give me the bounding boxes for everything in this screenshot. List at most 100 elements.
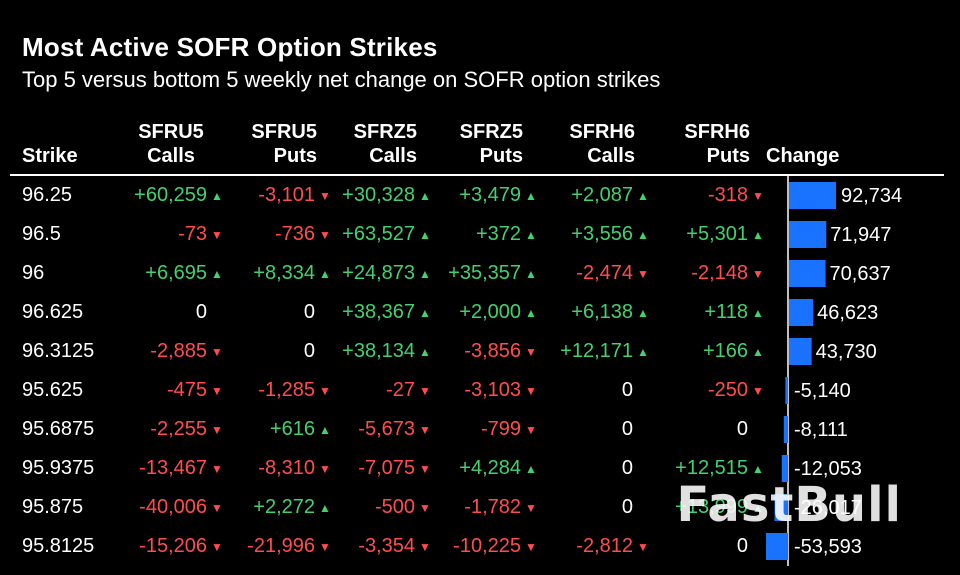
up-arrow-icon: ▲ (419, 267, 431, 281)
change-cell: 70,637 (766, 254, 944, 293)
value-cell: +616 ▲ (225, 410, 333, 449)
header-col-type: Calls (587, 145, 635, 167)
change-bar-svg (787, 293, 814, 332)
table-row: 95.9375 -13,467 ▼ -8,310 ▼ -7,075 ▼ +4,284 ▲ 0 +12… (10, 449, 944, 488)
down-arrow-icon: ▼ (752, 267, 764, 281)
value-text: -3,103 (464, 379, 521, 401)
up-arrow-icon: ▲ (752, 462, 764, 476)
value-cell: +6,138 ▲ (539, 293, 651, 332)
value-text: -1,782 (464, 496, 521, 518)
value-cell: -2,255 ▼ (117, 410, 225, 449)
change-bar-svg (787, 332, 812, 371)
value-text: 0 (621, 457, 633, 479)
header-strike: Strike (22, 145, 78, 167)
value-text: -318 (707, 184, 748, 206)
value-cell: -73 ▼ (117, 215, 225, 254)
value-cell: -1,285 ▼ (225, 371, 333, 410)
header-col-2: SFRZ5 Calls (333, 106, 433, 175)
value-cell: -5,673 ▼ (333, 410, 433, 449)
value-cell: +38,134 ▲ (333, 332, 433, 371)
value-cell: +372 ▲ (433, 215, 539, 254)
change-bar (789, 182, 836, 209)
watermark-logo: FastBull (676, 477, 902, 533)
value-text: -2,474 (576, 262, 633, 284)
change-cell: 46,623 (766, 293, 944, 332)
value-text: -1,285 (258, 379, 315, 401)
up-arrow-icon: ▲ (752, 345, 764, 359)
up-arrow-icon: ▲ (637, 189, 649, 203)
value-text: +12,171 (560, 340, 633, 362)
value-cell: +166 ▲ (651, 332, 766, 371)
value-cell: +60,259 ▲ (117, 175, 225, 215)
change-bar-svg (766, 527, 789, 566)
change-label: 71,947 (830, 224, 892, 246)
change-bar (781, 455, 788, 482)
value-cell: 0 (651, 527, 766, 566)
down-arrow-icon: ▼ (211, 228, 223, 242)
value-cell: -2,148 ▼ (651, 254, 766, 293)
header-col-type: Puts (706, 145, 750, 167)
value-text: +166 (702, 340, 748, 362)
change-label: 46,623 (817, 302, 879, 324)
table-row: 96.3125 -2,885 ▼ 0 +38,134 ▲ -3,856 ▼ +12,171 ▲ +1… (10, 332, 944, 371)
value-cell: -13,467 ▼ (117, 449, 225, 488)
value-cell: +63,527 ▲ (333, 215, 433, 254)
value-text: -73 (178, 223, 207, 245)
change-bar (789, 299, 814, 326)
value-text: -2,148 (691, 262, 748, 284)
down-arrow-icon: ▼ (319, 228, 331, 242)
value-text: -27 (386, 379, 415, 401)
strike-cell: 96.625 (22, 301, 84, 323)
value-cell: -2,812 ▼ (539, 527, 651, 566)
header-col-4: SFRH6 Calls (539, 106, 651, 175)
value-text: +13,999 (675, 496, 748, 518)
value-cell: 0 (539, 488, 651, 527)
change-label: 70,637 (829, 263, 891, 285)
change-label: 92,734 (841, 185, 903, 207)
change-cell: -53,593 (766, 527, 944, 566)
value-text: +30,328 (342, 184, 415, 206)
value-cell: +24,873 ▲ (333, 254, 433, 293)
value-text: -475 (166, 379, 207, 401)
table-row: 95.625 -475 ▼ -1,285 ▼ -27 ▼ -3,103 ▼ 0 -250 ▼ -5,14… (10, 371, 944, 410)
value-text: 0 (621, 379, 633, 401)
value-cell: -3,101 ▼ (225, 175, 333, 215)
value-cell: +2,087 ▲ (539, 175, 651, 215)
change-bar-svg (787, 176, 836, 215)
change-label: 43,730 (815, 341, 877, 363)
value-text: -3,856 (464, 340, 521, 362)
value-text: 0 (303, 301, 315, 323)
value-text: -15,206 (139, 535, 207, 557)
header-col-5: SFRH6 Puts (651, 106, 766, 175)
value-text: +2,272 (253, 496, 315, 518)
change-cell: -8,111 (766, 410, 944, 449)
header-col-ticker: SFRH6 (569, 121, 635, 143)
value-cell: -1,782 ▼ (433, 488, 539, 527)
strike-cell: 96 (22, 262, 45, 284)
down-arrow-icon: ▼ (211, 501, 223, 515)
change-label: -53,593 (794, 536, 862, 558)
value-cell: 0 (225, 332, 333, 371)
strike-cell: 95.6875 (22, 418, 95, 440)
up-arrow-icon: ▲ (525, 189, 537, 203)
header-col-ticker: SFRZ5 (353, 121, 417, 143)
up-arrow-icon: ▲ (752, 228, 764, 242)
table-body: 96.25 +60,259 ▲ -3,101 ▼ +30,328 ▲ +3,479 ▲ +2,08… (10, 175, 944, 566)
header-col-type: Puts (479, 145, 523, 167)
value-text: +35,357 (448, 262, 521, 284)
value-text: -5,673 (358, 418, 415, 440)
up-arrow-icon: ▲ (525, 462, 537, 476)
value-cell: 0 (225, 293, 333, 332)
down-arrow-icon: ▼ (752, 384, 764, 398)
table-row: 96.25 +60,259 ▲ -3,101 ▼ +30,328 ▲ +3,479 ▲ +2,08… (10, 175, 944, 215)
down-arrow-icon: ▼ (319, 462, 331, 476)
header-col-ticker: SFRH6 (684, 121, 750, 143)
value-cell: -475 ▼ (117, 371, 225, 410)
up-arrow-icon: ▲ (525, 228, 537, 242)
value-cell: -40,006 ▼ (117, 488, 225, 527)
value-text: +6,695 (145, 262, 207, 284)
change-cell: -26,017 (766, 488, 944, 527)
value-cell: -3,354 ▼ (333, 527, 433, 566)
change-label: -12,053 (794, 458, 862, 480)
header-row: Strike SFRU5 Calls SFRU5 Puts SFRZ5 Calls SFRZ5… (10, 106, 944, 175)
